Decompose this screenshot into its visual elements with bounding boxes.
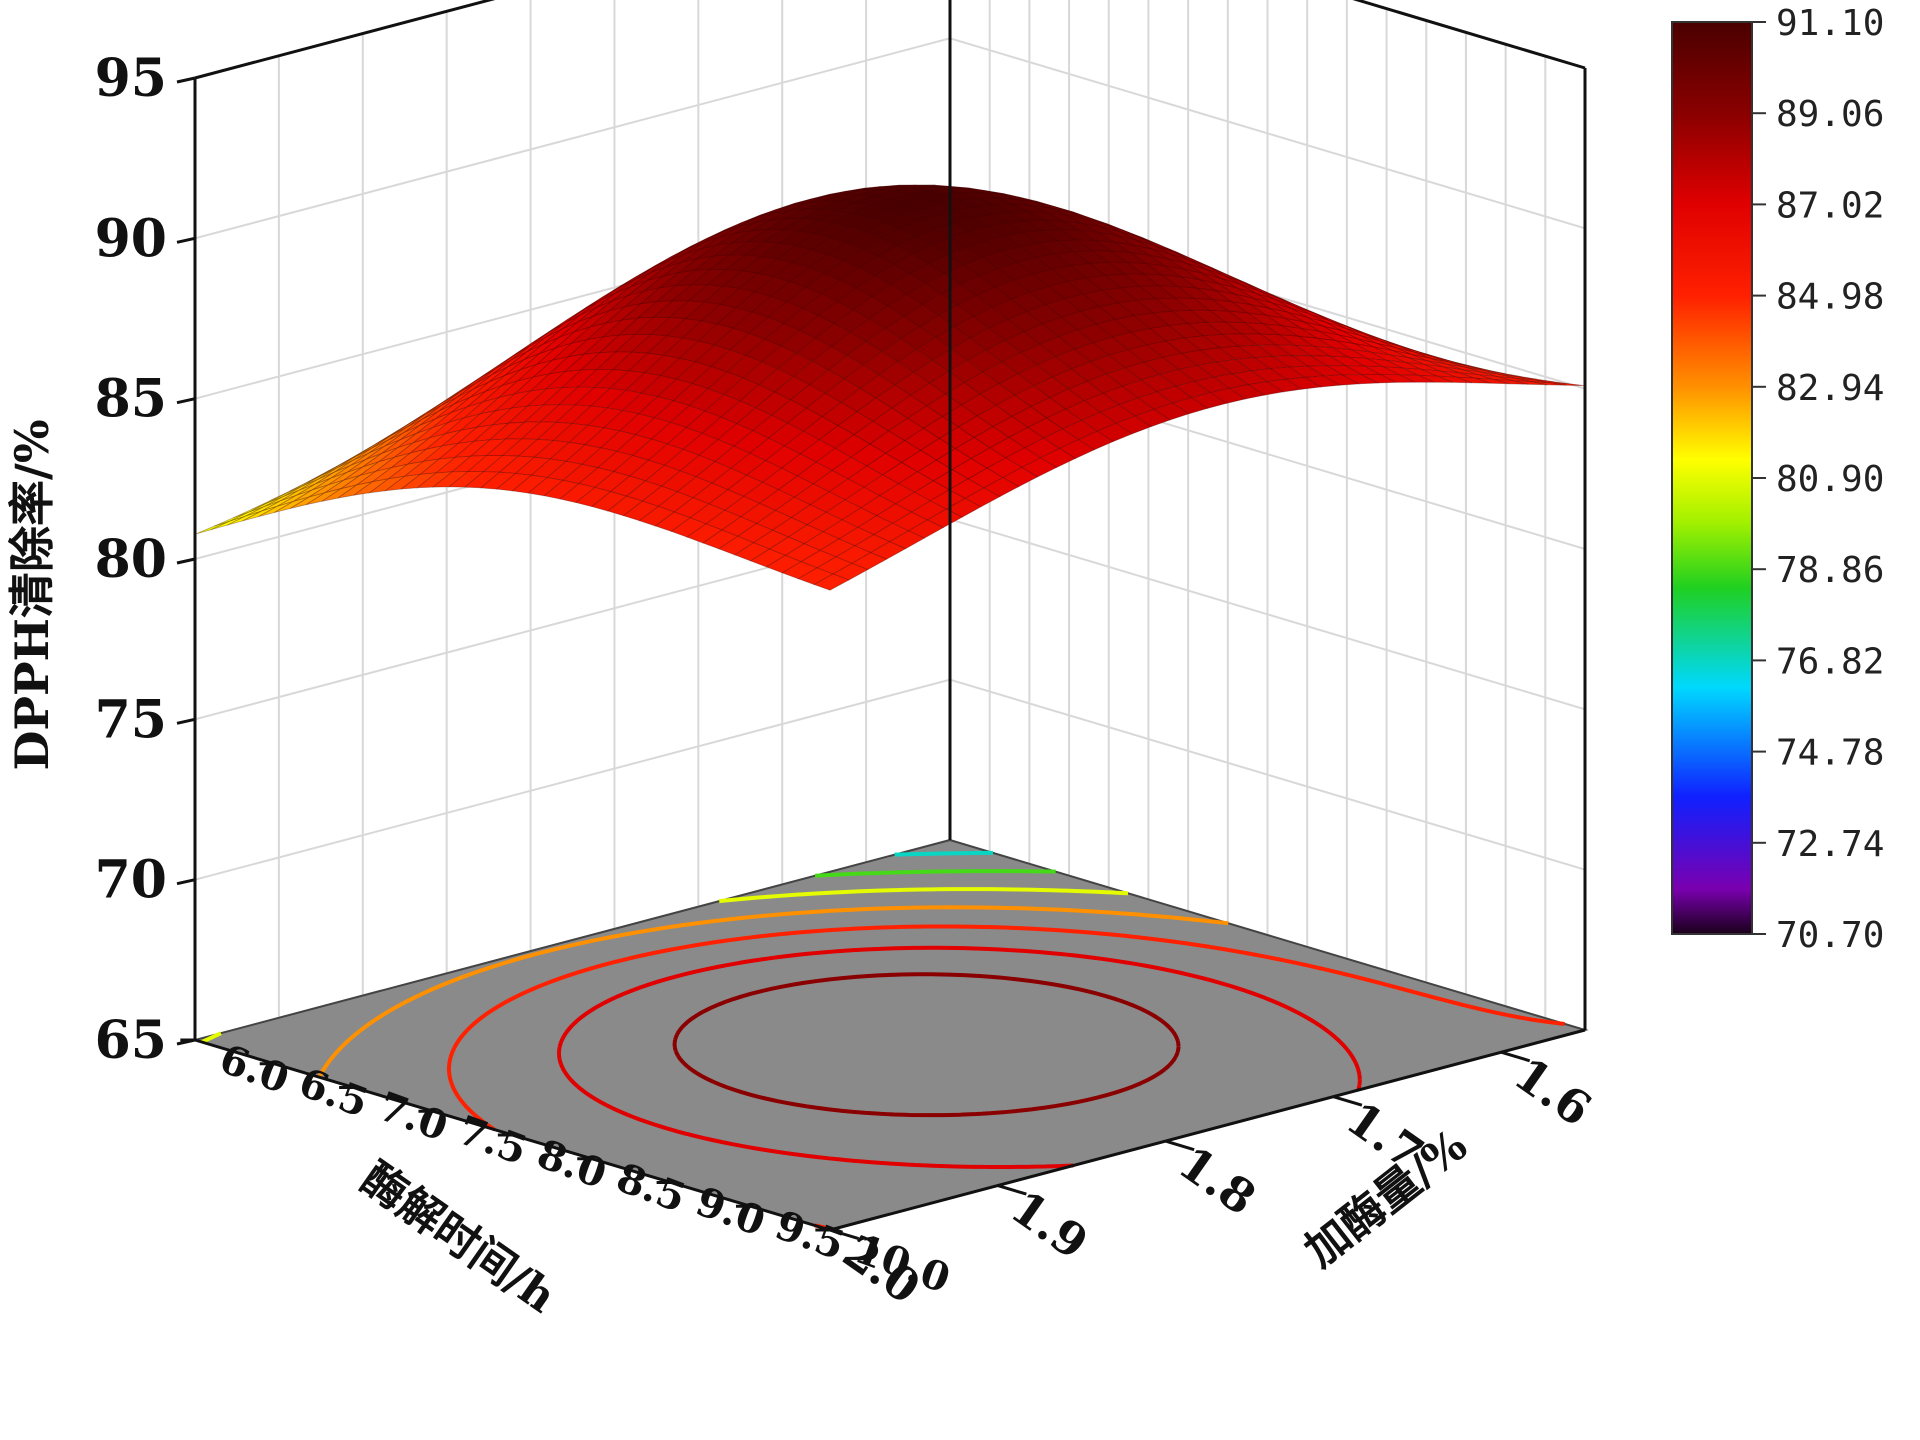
x-tick-mark bbox=[1500, 1050, 1531, 1063]
z-tick-mark bbox=[176, 236, 196, 244]
colorbar-tick-label: 74.78 bbox=[1776, 733, 1884, 774]
contour-line bbox=[317, 905, 1229, 1079]
z-tick-label: 75 bbox=[95, 689, 167, 750]
x-tick-mark bbox=[997, 1184, 1027, 1196]
contour-line bbox=[557, 945, 1362, 1170]
z-tick-mark bbox=[176, 717, 196, 725]
colorbar-tick-label: 70.70 bbox=[1776, 915, 1884, 956]
response-surface bbox=[194, 184, 1586, 591]
z-tick-mark bbox=[176, 397, 196, 405]
colorbar-tick-label: 72.74 bbox=[1776, 824, 1884, 865]
z-tick-label: 80 bbox=[95, 529, 167, 590]
floor-contour-plane bbox=[191, 838, 1589, 1232]
colorbar-tick-label: 80.90 bbox=[1776, 459, 1884, 500]
colorbar-gradient bbox=[1671, 21, 1753, 935]
x-axis-title: 酶解时间/h bbox=[352, 1153, 565, 1323]
colorbar-tick-label: 87.02 bbox=[1776, 185, 1884, 226]
colorbar-tick-label: 84.98 bbox=[1776, 277, 1884, 318]
frame-edge bbox=[829, 1028, 1586, 1232]
frame-edge bbox=[1352, 0, 1586, 70]
colorbar-tick-label: 78.86 bbox=[1776, 550, 1884, 591]
z-tick-label: 90 bbox=[95, 208, 167, 269]
x-tick-label: 1.9 bbox=[1001, 1180, 1098, 1270]
z-tick-label: 85 bbox=[95, 369, 167, 430]
contour-line bbox=[447, 924, 1565, 1232]
z-tick-label: 95 bbox=[95, 48, 167, 109]
z-tick-mark bbox=[176, 76, 196, 84]
z-tick-label: 70 bbox=[95, 850, 167, 911]
colorbar-tick-label: 89.06 bbox=[1776, 94, 1884, 135]
surface-patch bbox=[813, 573, 850, 591]
x-tick-mark bbox=[829, 1228, 860, 1240]
colorbar: 91.10 89.06 87.02 84.98 82.94 80.90 78.86 76.82… bbox=[1671, 3, 1884, 956]
z-tick-mark bbox=[176, 878, 196, 886]
z-axis-title: DPPH清除率/% bbox=[5, 419, 59, 770]
contour-line bbox=[894, 850, 994, 857]
frame-edge bbox=[194, 0, 496, 80]
x-tick-mark bbox=[1165, 1139, 1195, 1152]
z-tick-mark bbox=[176, 557, 196, 565]
x-tick-mark bbox=[1332, 1095, 1363, 1107]
contour-line bbox=[672, 972, 1181, 1118]
contour-line bbox=[814, 869, 1056, 878]
colorbar-tick-label: 82.94 bbox=[1776, 368, 1884, 409]
colorbar-tick-label: 76.82 bbox=[1776, 641, 1884, 682]
x-tick-label: 1.8 bbox=[1169, 1135, 1266, 1225]
contour-line bbox=[201, 887, 1129, 1044]
z-tick-label: 65 bbox=[95, 1010, 167, 1071]
x-tick-label: 1.6 bbox=[1505, 1047, 1602, 1137]
colorbar-tick-label: 91.10 bbox=[1776, 3, 1884, 44]
